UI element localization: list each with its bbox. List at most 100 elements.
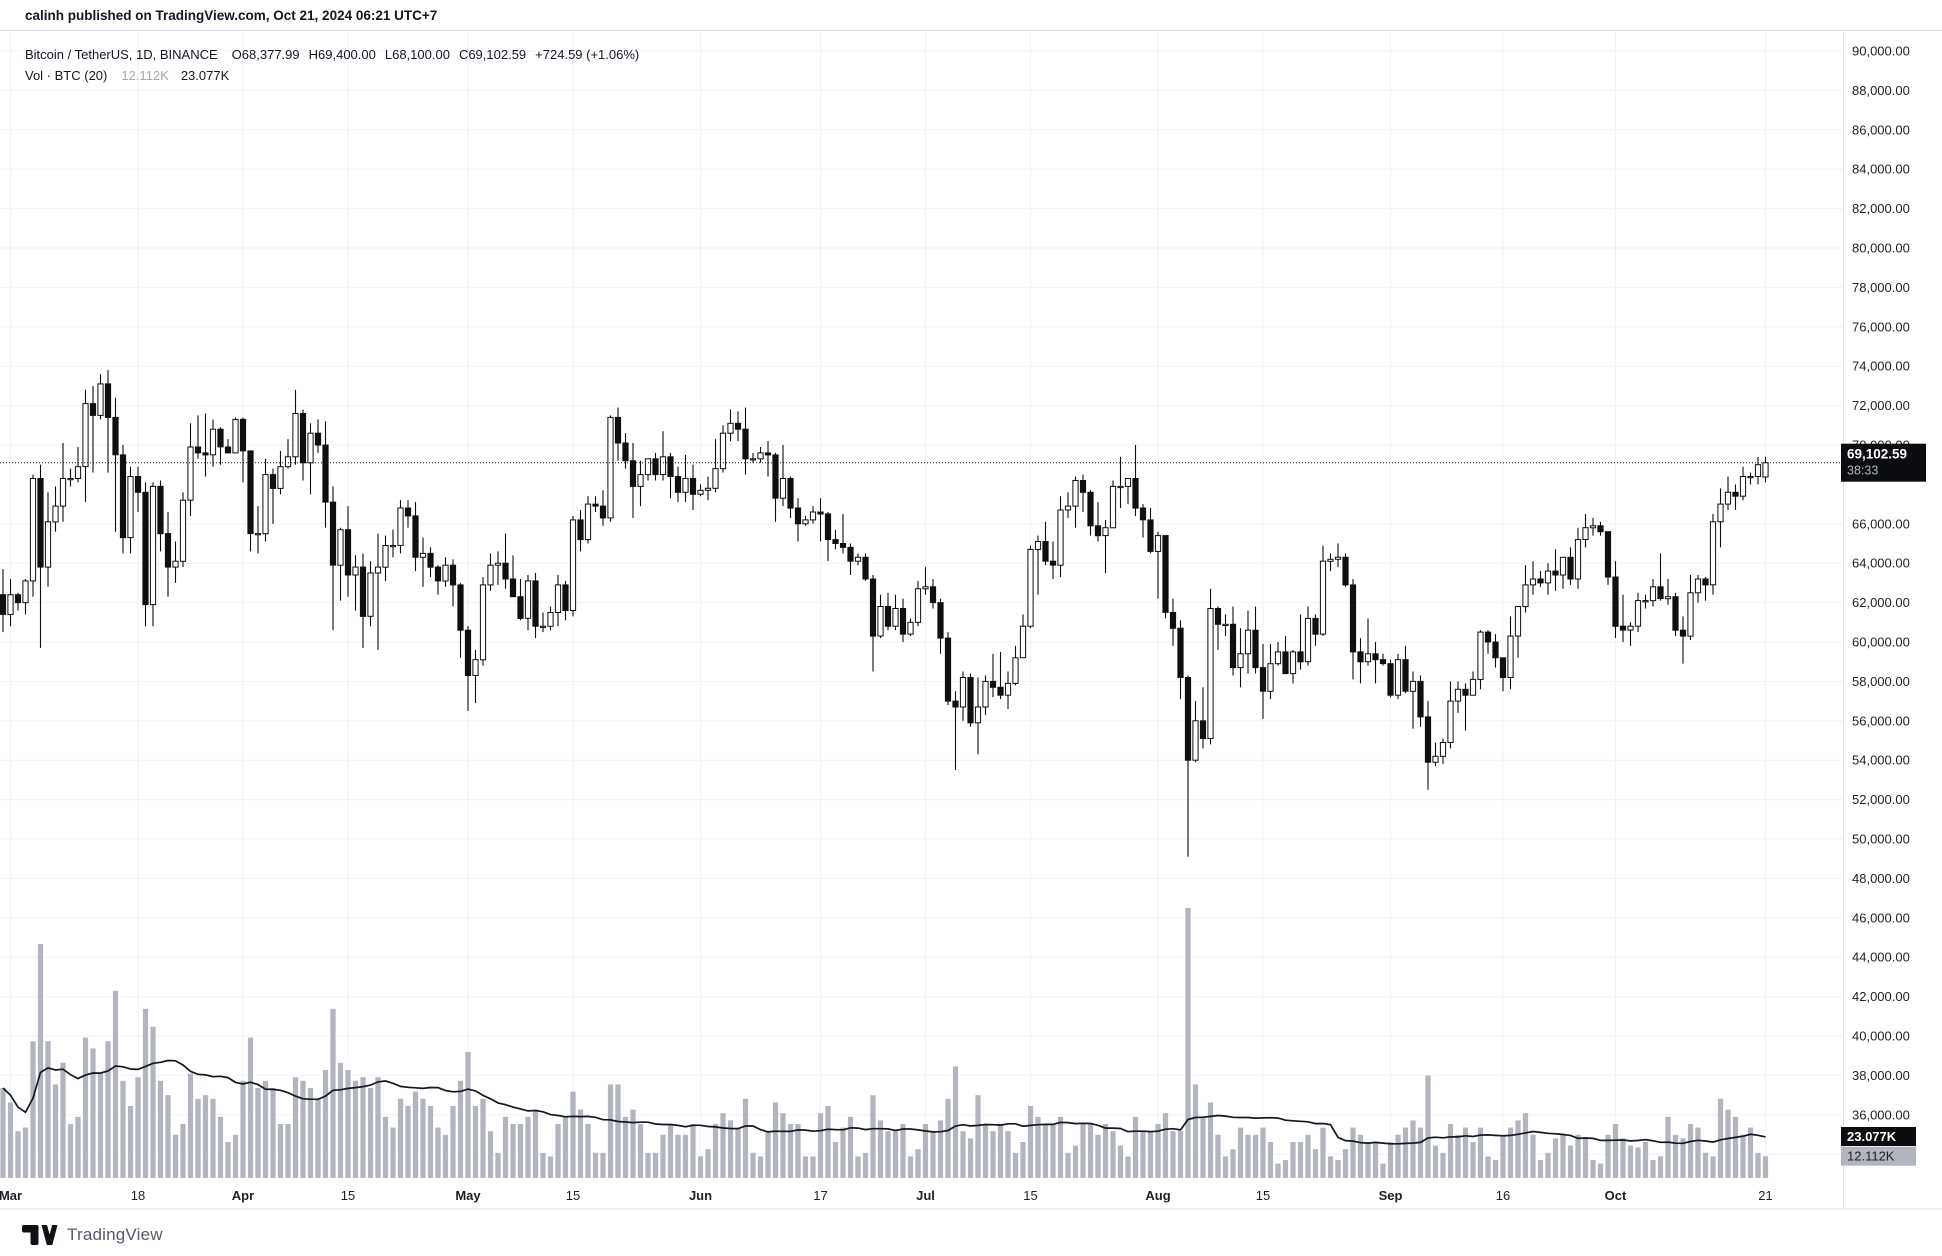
candle-up — [67, 478, 74, 481]
volume-bar — [502, 1116, 509, 1178]
candle-up — [82, 403, 89, 468]
volume-bar — [682, 1134, 689, 1178]
volume-bar — [645, 1152, 651, 1178]
publish-header: calinh published on TradingView.com, Oct… — [0, 0, 1942, 31]
volume-bar — [330, 1008, 336, 1178]
candle-down — [344, 529, 352, 576]
candle-down — [449, 564, 457, 586]
candle-up — [697, 489, 704, 495]
candle-down — [1612, 576, 1619, 627]
candle-down — [427, 552, 434, 568]
candle-down — [614, 416, 622, 444]
volume-bar — [37, 944, 44, 1178]
volume-bar — [232, 1134, 239, 1178]
volume-bar — [1702, 1152, 1709, 1178]
candle-down — [577, 519, 584, 541]
volume-bar — [750, 1152, 756, 1178]
price-tick-label: 52,000.00 — [1852, 792, 1910, 807]
candle-down — [157, 485, 164, 535]
price-tick-label: 86,000.00 — [1852, 122, 1910, 137]
volume-bar — [705, 1149, 711, 1178]
candle-down — [1379, 659, 1387, 665]
volume-bar — [975, 1095, 981, 1178]
candle-up — [284, 456, 292, 468]
price-chart[interactable]: 34,000.0036,000.0038,000.0040,000.0042,0… — [0, 32, 1942, 1210]
candle-down — [1147, 519, 1154, 552]
candle-up — [749, 458, 757, 461]
svg-text:23.077K: 23.077K — [1847, 1129, 1897, 1144]
volume-bar — [1185, 908, 1191, 1178]
volume-bar — [840, 1127, 846, 1178]
volume-bar — [570, 1091, 576, 1178]
volume-bar — [1230, 1149, 1236, 1178]
volume-bar — [1237, 1127, 1244, 1178]
candle-up — [1327, 558, 1334, 562]
candle-down — [202, 452, 209, 456]
candle-up — [1724, 491, 1732, 505]
volume-bar — [855, 1156, 861, 1178]
candle-down — [1049, 560, 1057, 566]
volume-bar — [217, 1116, 224, 1178]
candle-down — [1079, 480, 1087, 493]
volume-bar — [592, 1152, 599, 1178]
volume-bars — [0, 908, 1769, 1178]
volume-bar — [1687, 1124, 1694, 1178]
volume-bar — [885, 1131, 891, 1178]
volume-bar — [1657, 1156, 1664, 1178]
tradingview-attribution[interactable]: TradingView — [22, 1220, 163, 1250]
last-price-badge: 69,102.59 38:33 — [1841, 443, 1926, 482]
volume-bar — [1597, 1163, 1604, 1178]
volume-bar — [120, 1080, 126, 1178]
volume-bar — [1410, 1120, 1416, 1178]
candle-down — [1094, 525, 1102, 537]
volume-bar — [600, 1152, 606, 1178]
volume-bar — [1200, 1116, 1206, 1178]
candle-up — [704, 487, 712, 491]
volume-bar — [75, 1116, 81, 1178]
volume-bar — [1012, 1152, 1019, 1178]
volume-bar — [285, 1124, 291, 1178]
volume-bar — [1642, 1142, 1649, 1178]
volume-bar — [1492, 1160, 1499, 1178]
candle-down — [322, 444, 329, 503]
candle-up — [727, 422, 734, 434]
price-tick-label: 72,000.00 — [1852, 398, 1910, 413]
volume-bar — [1260, 1127, 1266, 1178]
volume-bar — [382, 1116, 389, 1178]
volume-bar — [135, 1077, 141, 1178]
volume-bar — [1177, 1131, 1184, 1178]
candle-up — [1694, 578, 1702, 594]
candle-down — [1567, 556, 1574, 580]
candle-up — [1027, 548, 1034, 627]
candle-up — [779, 478, 787, 499]
candle-down — [884, 606, 892, 627]
candle-down — [622, 442, 629, 462]
candle-down — [509, 578, 517, 598]
volume-bar — [1252, 1134, 1259, 1178]
volume-bar — [780, 1113, 786, 1178]
candle-down — [1619, 625, 1627, 631]
time-tick-label: May — [455, 1188, 481, 1203]
candle-up — [719, 432, 727, 470]
candle-down — [689, 478, 697, 495]
candle-down — [1387, 663, 1394, 696]
candle-up — [487, 564, 494, 586]
candle-down — [1087, 491, 1094, 527]
candle-up — [1522, 584, 1529, 608]
candle-down — [464, 629, 472, 677]
candle-down — [112, 416, 119, 456]
time-tick-label: Apr — [232, 1188, 254, 1203]
candle-up — [1064, 505, 1072, 511]
candle-up — [1582, 527, 1589, 541]
volume-bar — [1462, 1127, 1469, 1178]
volume-bar — [1327, 1156, 1334, 1178]
candle-down — [299, 413, 307, 464]
volume-bar — [442, 1134, 449, 1178]
candle-down — [1732, 491, 1739, 497]
candle-up — [1649, 586, 1657, 602]
candle-up — [277, 466, 284, 489]
price-tick-label: 56,000.00 — [1852, 713, 1910, 728]
volume-bar — [1027, 1106, 1034, 1178]
candle-down — [764, 452, 772, 456]
volume-bar — [1545, 1152, 1551, 1178]
